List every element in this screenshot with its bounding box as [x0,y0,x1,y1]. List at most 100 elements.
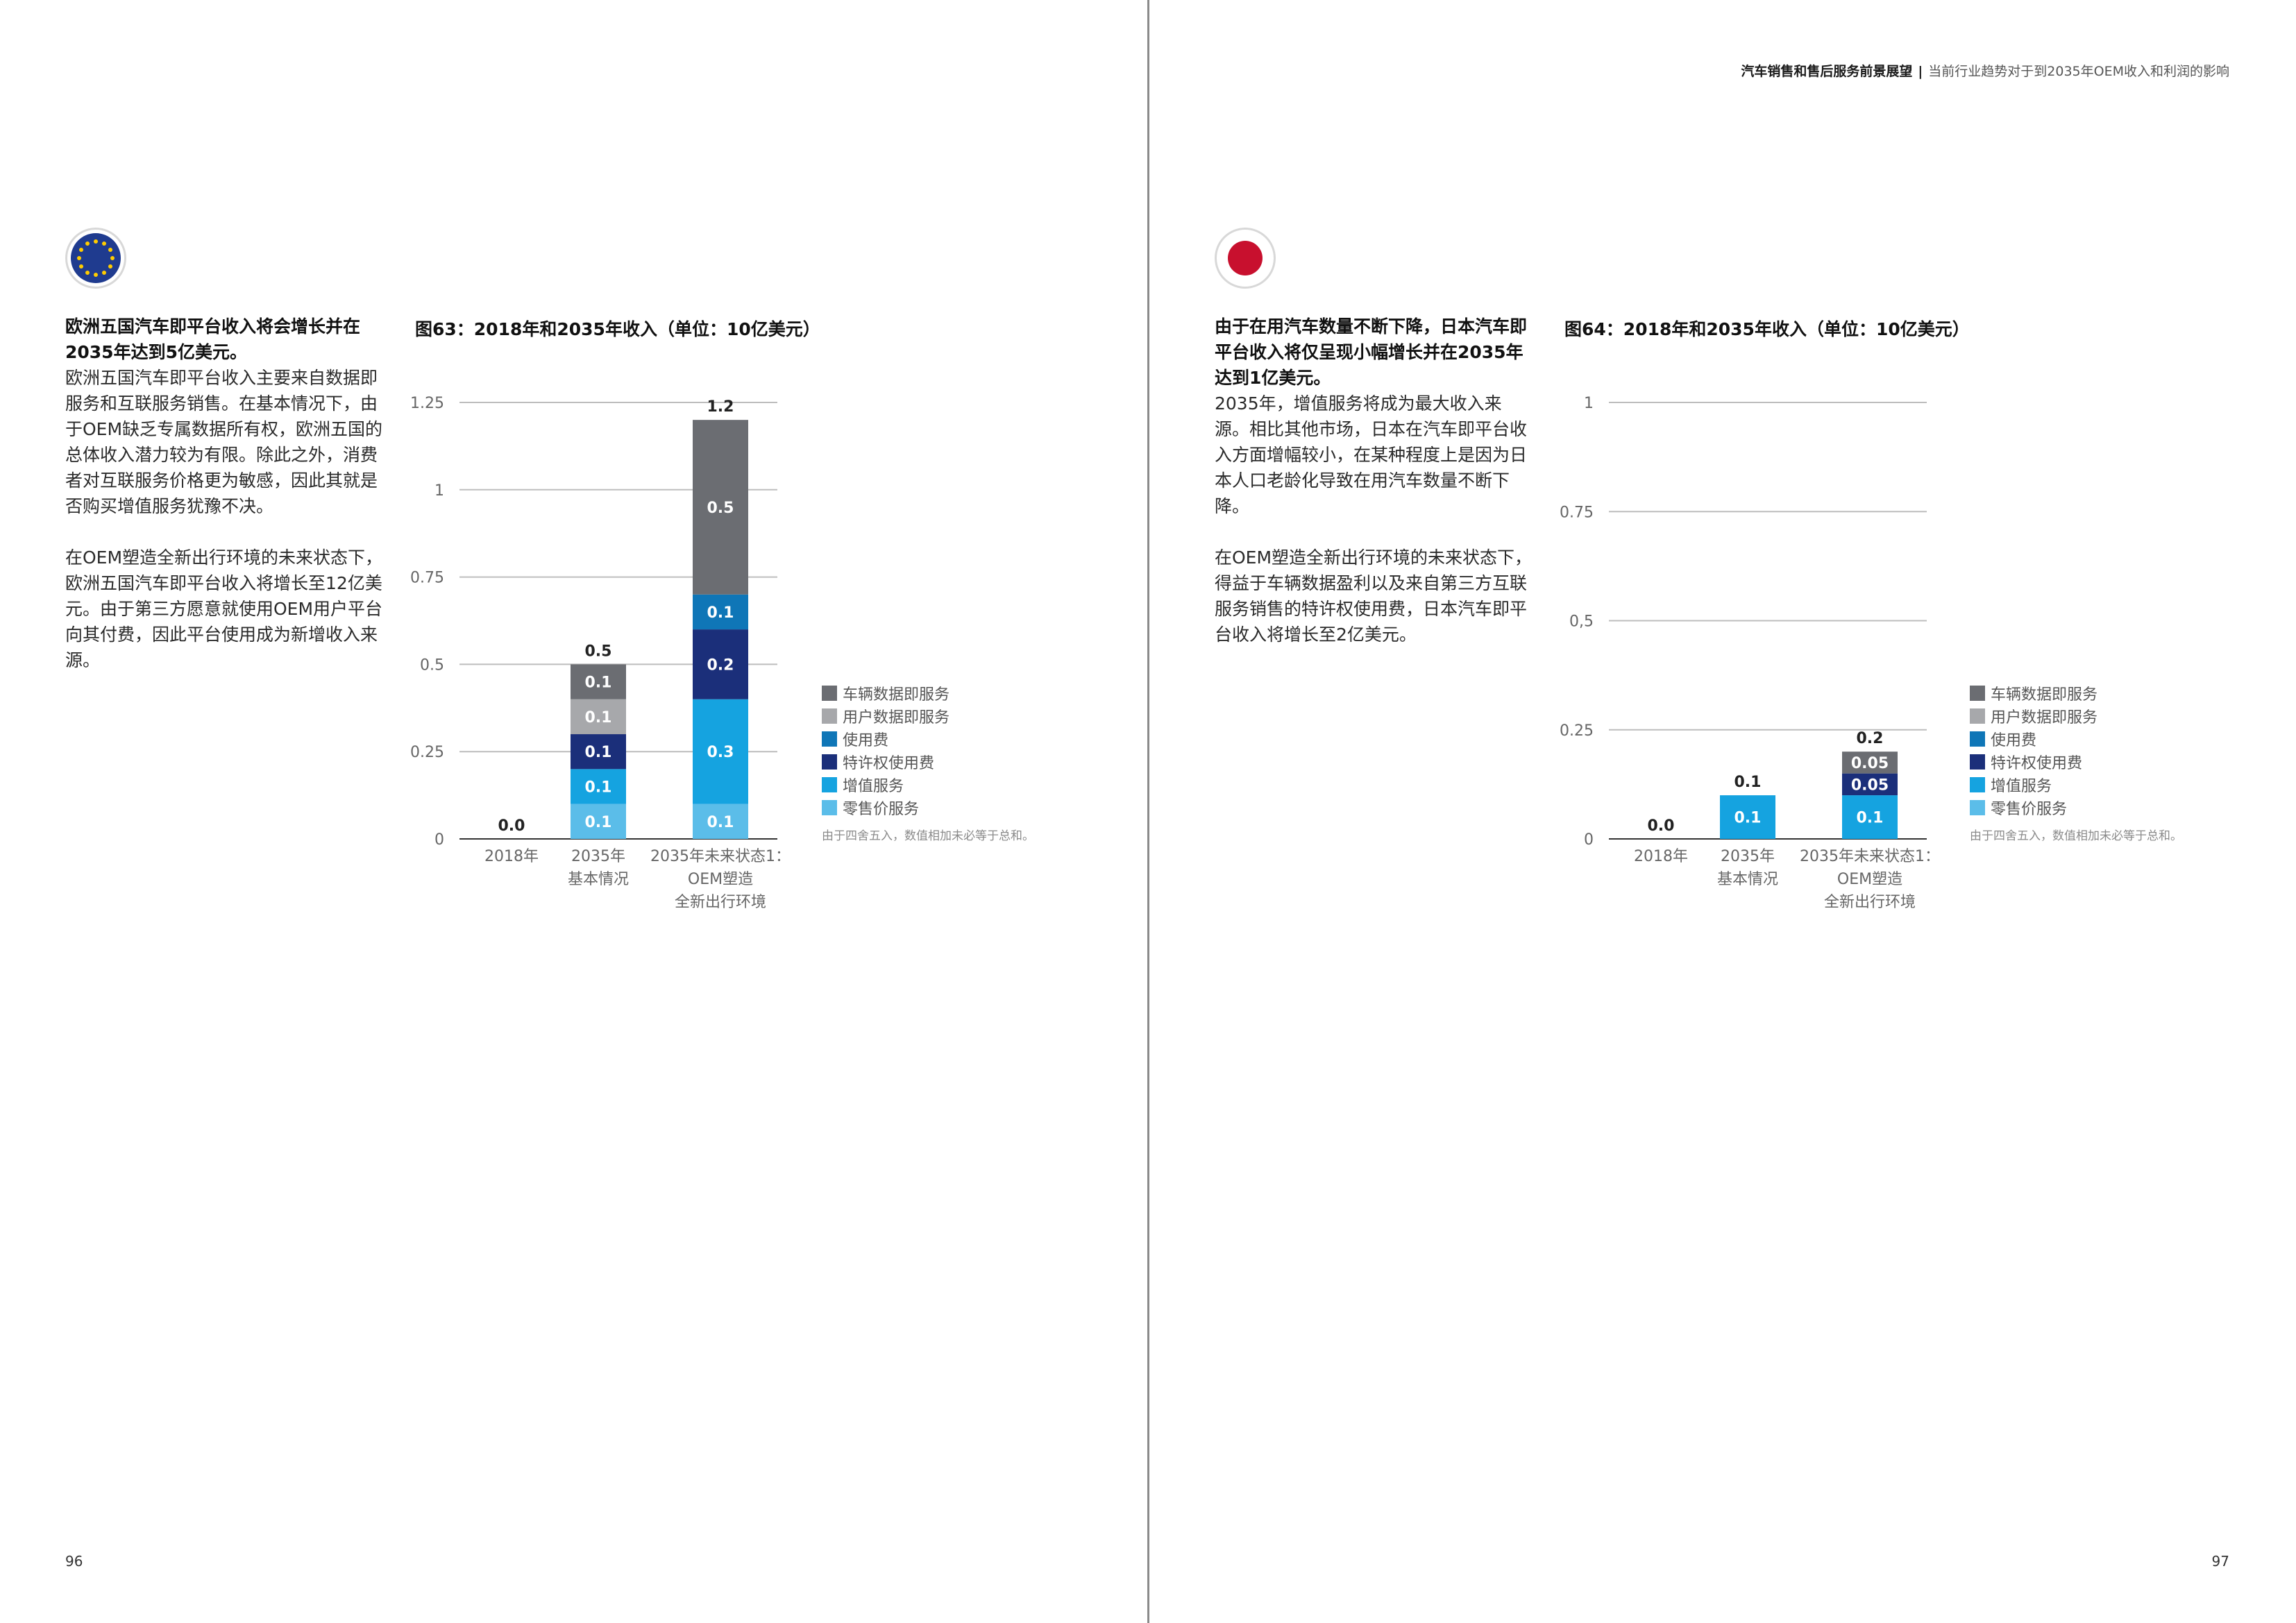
legend-item: 使用费 [822,727,1034,750]
legend-item: 车辆数据即服务 [822,681,1034,704]
legend-label: 零售价服务 [1991,800,2068,818]
bar-segment [1842,795,1898,839]
legend-label: 特许权使用费 [1991,754,2083,772]
bar-segment [571,664,626,699]
legend-item: 零售价服务 [822,796,1034,819]
legend-swatch [1970,799,1985,815]
right-text-column: 由于在用汽车数量不断下降，日本汽车即平台收入将仅呈现小幅增长并在2035年达到1… [1215,314,1534,647]
legend-label: 车辆数据即服务 [843,686,950,704]
eu-star-icon [85,241,90,246]
legend-item: 用户数据即服务 [822,704,1034,727]
x-category-label: 基本情况 [1717,871,1778,888]
legend-label: 用户数据即服务 [843,708,950,726]
eu-star-icon [94,239,98,244]
left-text-column: 欧洲五国汽车即平台收入将会增长并在2035年达到5亿美元。 欧洲五国汽车即平台收… [65,314,391,673]
x-category-label: 全新出行环境 [675,894,766,911]
segment-data-label: 0.05 [1851,755,1889,772]
y-tick-label: 0 [434,831,444,849]
japan-flag-disc [1228,241,1263,275]
legend-item: 增值服务 [822,773,1034,796]
segment-data-label: 0.05 [1851,776,1889,794]
running-header-separator: | [1918,64,1923,79]
x-category-label: OEM塑造 [1837,871,1902,888]
segment-data-label: 0.1 [585,674,612,692]
legend-swatch [822,731,837,747]
left-paragraph-2: 在OEM塑造全新出行环境的未来状态下，欧洲五国汽车即平台收入将增长至12亿美元。… [65,547,383,670]
legend-label: 增值服务 [1991,777,2052,795]
segment-data-label: 0.1 [1734,810,1762,827]
segment-data-label: 0.5 [707,500,734,517]
y-tick-label: 0,5 [1569,613,1594,631]
legend-item: 车辆数据即服务 [1970,681,2182,704]
right-paragraph-1: 2035年，增值服务将成为最大收入来源。相比其他市场，日本在汽车即平台收入方面增… [1215,393,1528,516]
right-lead-statement: 由于在用汽车数量不断下降，日本汽车即平台收入将仅呈现小幅增长并在2035年达到1… [1215,316,1528,388]
bar-segment [1720,795,1775,839]
x-category-label: 2035年 [571,848,625,865]
legend-swatch [1970,708,1985,724]
total-data-label: 0.2 [1857,730,1884,747]
legend-swatch [1970,776,1985,792]
y-tick-label: 0.25 [1560,722,1594,740]
bar-segment [693,594,748,630]
eu-star-icon [108,264,112,269]
eu-star-icon [85,270,90,275]
y-tick-label: 0 [1584,831,1594,849]
japan-flag-icon [1215,228,1276,289]
left-lead-statement: 欧洲五国汽车即平台收入将会增长并在2035年达到5亿美元。 [65,316,361,362]
segment-data-label: 0.1 [1857,810,1884,827]
legend-item: 用户数据即服务 [1970,704,2182,727]
legend-label: 增值服务 [843,777,904,795]
legend-swatch [1970,754,1985,770]
segment-data-label: 0.3 [707,744,734,761]
total-data-label: 1.2 [707,398,734,416]
right-figure-title: 图64：2018年和2035年收入（单位：10亿美元） [1564,319,1970,339]
right-paragraph-2: 在OEM塑造全新出行环境的未来状态下，得益于车辆数据盈利以及来自第三方互联服务销… [1215,547,1533,645]
running-header-title: 汽车销售和售后服务前景展望 [1741,64,1913,79]
total-data-label: 0.0 [1648,817,1675,835]
eu-flag-icon [65,228,126,289]
y-tick-label: 1 [434,482,444,500]
page-number-right: 97 [2211,1553,2229,1570]
y-tick-label: 0.75 [1560,504,1594,521]
eu-star-icon [110,256,115,260]
legend-swatch [822,754,837,770]
right-chart-legend: 车辆数据即服务 用户数据即服务 使用费特许权使用费 增值服务零售价服务由于四舍五入，数… [1970,681,2182,843]
x-category-label: 2035年未来状态1： [1800,848,1940,865]
bar-segment [693,420,748,595]
segment-data-label: 0.2 [707,656,734,674]
y-tick-label: 0.5 [420,656,444,674]
legend-label: 零售价服务 [843,800,920,818]
legend-label: 车辆数据即服务 [1991,686,2098,704]
x-category-label: 2018年 [1634,848,1688,865]
total-data-label: 0.5 [585,643,612,660]
y-tick-label: 1 [1584,395,1594,412]
rounding-note: 由于四舍五入，数值相加未必等于总和。 [822,829,1034,843]
x-category-label: 2035年未来状态1： [650,848,791,865]
bar-segment [571,769,626,804]
bar-segment [1842,773,1898,796]
page-divider [1147,0,1149,1623]
y-tick-label: 0.75 [410,570,444,587]
y-tick-label: 1.25 [410,395,444,412]
eu-star-icon [79,264,84,269]
legend-swatch [822,708,837,724]
segment-data-label: 0.1 [707,604,734,622]
eu-star-icon [102,270,106,275]
x-category-label: 2018年 [484,848,539,865]
legend-label: 使用费 [843,731,889,749]
legend-item: 使用费 [1970,727,2182,750]
legend-label: 用户数据即服务 [1991,708,2098,726]
left-chart-legend: 车辆数据即服务 用户数据即服务 使用费 特许权使用费 增值服务 零售价服务 由于四舍五入，数… [822,681,1034,843]
legend-item: 零售价服务 [1970,796,2182,819]
eu-star-icon [79,248,84,252]
segment-data-label: 0.1 [585,814,612,831]
x-category-label: OEM塑造 [688,871,753,888]
bar-segment [693,629,748,699]
legend-item: 增值服务 [1970,773,2182,796]
x-category-label: 基本情况 [568,871,629,888]
segment-data-label: 0.1 [585,744,612,761]
bar-segment [571,699,626,735]
rounding-note: 由于四舍五入，数值相加未必等于总和。 [1970,829,2182,843]
running-header: 汽车销售和售后服务前景展望 | 当前行业趋势对于到2035年OEM收入和利润的影响 [1741,61,2229,80]
